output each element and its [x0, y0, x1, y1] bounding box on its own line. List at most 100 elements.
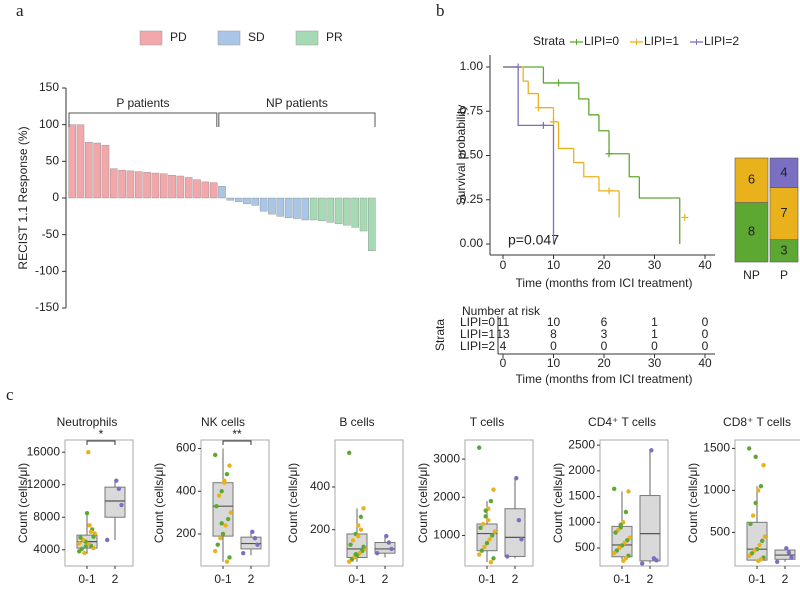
risk-count: 0: [651, 339, 658, 353]
data-point: [224, 471, 230, 477]
survival-step: [542, 67, 579, 84]
data-point: [483, 514, 488, 519]
bar-value-label: 6: [748, 172, 755, 187]
risk-count: 6: [601, 315, 608, 329]
y-tick-label: 1000: [703, 483, 730, 497]
data-point: [223, 523, 228, 528]
plot-frame: [734, 439, 800, 567]
risk-count: 0: [702, 315, 709, 329]
data-point: [490, 533, 495, 538]
data-point: [519, 537, 524, 542]
data-point: [86, 449, 91, 455]
data-point: [361, 506, 366, 511]
bar: [309, 197, 318, 221]
survival-step: [638, 176, 680, 199]
data-point: [386, 540, 392, 545]
data-point: [516, 517, 522, 523]
bar-value-label: 4: [780, 164, 787, 179]
y-tick-label: 0.25: [460, 192, 484, 206]
bar: [351, 197, 359, 228]
bar: [326, 197, 334, 223]
legend-swatch: [217, 30, 241, 46]
y-tick-label: 3000: [433, 451, 460, 465]
data-point: [88, 529, 94, 535]
bar: [343, 197, 351, 226]
data-point: [361, 544, 366, 549]
data-point: [612, 486, 617, 492]
plot-frame: [599, 439, 669, 567]
plot-frame: [334, 439, 404, 567]
data-point: [116, 486, 122, 491]
censor-mark: [514, 63, 522, 71]
data-point: [82, 550, 87, 556]
x-tick-label: 40: [698, 356, 712, 370]
censor-mark: [681, 213, 689, 221]
data-point: [477, 445, 482, 450]
y-tick-label: -150: [35, 300, 59, 314]
survival-step: [552, 107, 559, 123]
y-tick-label: 0.00: [460, 236, 484, 250]
bar: [359, 197, 368, 232]
risk-count: 1: [651, 315, 658, 329]
bar: [243, 197, 251, 205]
x-tick-label: 2: [782, 572, 789, 586]
significance-bracket: [86, 440, 116, 445]
x-axis-label: Time (months from ICI treatment): [516, 372, 693, 386]
data-point: [750, 513, 756, 518]
y-tick-label: 0.50: [460, 148, 484, 162]
legend-label: LIPI=0: [584, 34, 619, 48]
legend-label: PR: [326, 30, 343, 44]
bar: [93, 142, 101, 199]
panel-label: a: [16, 1, 24, 20]
data-point: [114, 478, 119, 483]
censor-mark: [539, 121, 547, 129]
panel-title: Neutrophils: [57, 415, 118, 429]
data-point: [760, 538, 765, 543]
stacked-bar: [734, 157, 769, 203]
data-point: [228, 510, 233, 515]
bar: [110, 168, 118, 199]
legend-label: SD: [248, 30, 265, 44]
x-axis-label: Time (months from ICI treatment): [516, 276, 693, 290]
box: [504, 508, 526, 557]
data-point: [214, 504, 219, 509]
x-tick-label: 0: [500, 258, 507, 272]
y-axis-label: Count (cells/μl): [416, 463, 430, 543]
group-label: P patients: [116, 96, 169, 110]
data-point: [478, 525, 483, 531]
data-point: [255, 542, 260, 547]
bar: [293, 197, 301, 219]
y-tick-label: 1500: [703, 441, 730, 455]
x-tick-label: 0: [500, 356, 507, 370]
data-point: [347, 450, 352, 456]
data-point: [213, 548, 218, 554]
bar: [168, 175, 176, 199]
data-point: [79, 546, 85, 552]
censor-mark: [555, 79, 563, 87]
censor-mark: [605, 187, 613, 195]
data-point: [761, 463, 766, 468]
y-tick-label: 1500: [568, 489, 595, 503]
data-point: [350, 538, 356, 543]
y-tick-label: 500: [575, 540, 595, 554]
bar: [276, 197, 285, 217]
stacked-bar: [769, 187, 799, 241]
bar: [118, 169, 126, 199]
bar: [218, 186, 226, 199]
risk-count: 3: [601, 327, 608, 341]
x-tick-label: 0-1: [748, 572, 766, 586]
risk-table-title: Number at risk: [462, 304, 541, 318]
data-point: [213, 452, 218, 458]
x-tick-label: 0-1: [214, 572, 232, 586]
risk-count: 10: [547, 315, 561, 329]
legend-swatch: [295, 30, 319, 46]
y-tick-label: 1.00: [460, 59, 484, 73]
data-point: [626, 489, 631, 494]
data-point: [651, 556, 657, 561]
y-axis-label: Count (cells/μl): [286, 463, 300, 543]
bar: [334, 197, 343, 224]
data-point: [87, 523, 92, 528]
box: [374, 542, 396, 554]
data-point: [105, 537, 110, 543]
